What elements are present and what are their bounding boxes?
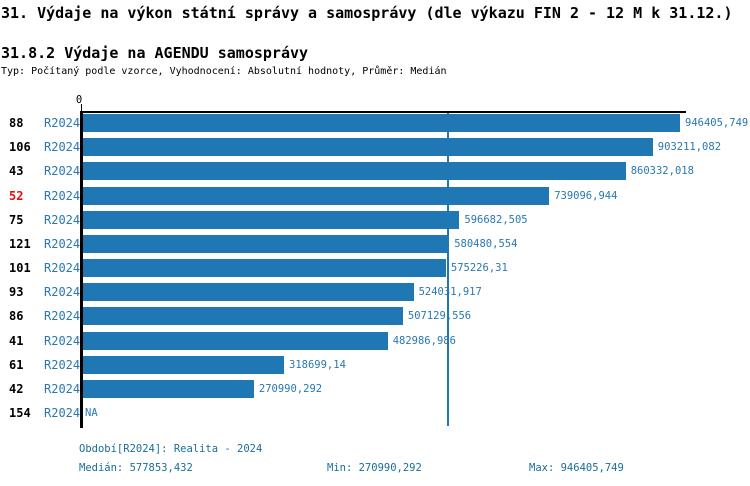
- axis-left-line: [80, 111, 83, 428]
- bar-value-label: 270990,292: [258, 383, 323, 395]
- bar-value-label: 575226,31: [450, 262, 508, 274]
- bar: [83, 187, 550, 205]
- bar: [83, 162, 626, 180]
- bar-value-label: 596682,505: [464, 214, 528, 226]
- footer-min-value: Min: 270990,292: [327, 462, 422, 474]
- row-id-label: 154: [9, 406, 31, 420]
- bar-value-label: 482986,986: [392, 335, 456, 347]
- row-period-label: R2024: [44, 213, 81, 227]
- axis-top-line: [80, 111, 686, 113]
- row-period-label: R2024: [44, 116, 81, 130]
- row-period-label: R2024: [44, 358, 81, 372]
- row-period-label: R2024: [44, 237, 81, 251]
- chart-meta-line: Typ: Počítaný podle vzorce, Vyhodnocení:…: [1, 66, 447, 77]
- row-period-label: R2024: [44, 406, 81, 420]
- row-id-label: 88: [9, 116, 24, 130]
- median-line: [446, 113, 449, 426]
- row-id-label: 61: [9, 358, 24, 372]
- row-period-label: R2024: [44, 140, 81, 154]
- row-id-label: 101: [9, 261, 31, 275]
- row-id-label: 121: [9, 237, 31, 251]
- footer-period-line: Období[R2024]: Realita - 2024: [79, 443, 263, 455]
- bar-value-label: 318699,14: [289, 359, 346, 371]
- page-title: 31. Výdaje na výkon státní správy a samo…: [1, 4, 733, 22]
- bar-value-label: NA: [85, 407, 98, 419]
- row-period-label: R2024: [44, 189, 81, 203]
- row-period-label: R2024: [44, 382, 81, 396]
- bar-value-label: 860332,018: [630, 165, 694, 177]
- bar: [83, 114, 680, 132]
- row-id-label: 41: [9, 334, 24, 348]
- bar-value-label: 507129,556: [407, 310, 472, 322]
- bar-value-label: 524031,917: [418, 286, 482, 298]
- bar: [83, 380, 254, 398]
- row-period-label: R2024: [44, 164, 81, 178]
- row-id-label: 75: [9, 213, 24, 227]
- bar: [83, 211, 460, 229]
- footer-max-value: Max: 946405,749: [529, 462, 624, 474]
- axis-zero-label: 0: [75, 94, 83, 106]
- row-id-label: 86: [9, 309, 24, 323]
- bar-value-label: 946405,749: [685, 117, 749, 129]
- row-id-label: 93: [9, 285, 24, 299]
- chart-subtitle: 31.8.2 Výdaje na AGENDU samosprávy: [1, 44, 309, 62]
- bar: [83, 235, 450, 253]
- bar-value-label: 739096,944: [554, 190, 618, 202]
- bar-value-label: 580480,554: [454, 238, 518, 250]
- bar: [83, 332, 388, 350]
- axis-zero-tick: [81, 104, 82, 112]
- row-id-label: 106: [9, 140, 31, 154]
- row-id-label: 42: [9, 382, 24, 396]
- bar: [83, 138, 653, 156]
- bar: [83, 283, 414, 301]
- row-period-label: R2024: [44, 261, 81, 275]
- bar-value-label: 903211,082: [657, 141, 722, 153]
- bar: [83, 356, 284, 374]
- row-id-label: 52: [9, 189, 24, 203]
- row-id-label: 43: [9, 164, 24, 178]
- footer-median-value: Medián: 577853,432: [79, 462, 193, 474]
- bar: [83, 259, 446, 277]
- bar: [83, 307, 403, 325]
- row-period-label: R2024: [44, 334, 81, 348]
- row-period-label: R2024: [44, 309, 81, 323]
- row-period-label: R2024: [44, 285, 81, 299]
